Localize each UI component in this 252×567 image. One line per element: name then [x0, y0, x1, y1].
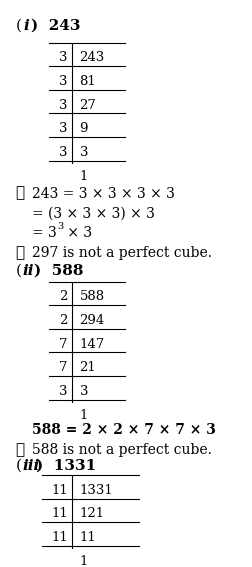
Text: ∴: ∴ — [16, 187, 25, 201]
Text: = (3 × 3 × 3) × 3: = (3 × 3 × 3) × 3 — [32, 206, 154, 221]
Text: 588 = 2 × 2 × 7 × 7 × 3: 588 = 2 × 2 × 7 × 7 × 3 — [32, 424, 215, 437]
Text: 21: 21 — [79, 361, 96, 374]
Text: 588 is not a perfect cube.: 588 is not a perfect cube. — [32, 443, 211, 457]
Text: (: ( — [16, 264, 21, 278]
Text: 243 = 3 × 3 × 3 × 3: 243 = 3 × 3 × 3 × 3 — [32, 187, 174, 201]
Text: 243: 243 — [79, 52, 104, 65]
Text: 1331: 1331 — [79, 484, 113, 497]
Text: 2: 2 — [59, 290, 68, 303]
Text: 3: 3 — [57, 222, 63, 231]
Text: 2: 2 — [59, 314, 68, 327]
Text: 3: 3 — [59, 385, 68, 398]
Text: ii: ii — [23, 264, 34, 278]
Text: 3: 3 — [79, 385, 88, 398]
Text: 3: 3 — [59, 75, 68, 88]
Text: 1: 1 — [79, 170, 88, 183]
Text: )  243: ) 243 — [31, 19, 80, 33]
Text: = 3: = 3 — [32, 226, 57, 240]
Text: i: i — [24, 19, 29, 33]
Text: × 3: × 3 — [62, 226, 91, 240]
Text: 297 is not a perfect cube.: 297 is not a perfect cube. — [32, 247, 211, 260]
Text: 7: 7 — [59, 361, 68, 374]
Text: 147: 147 — [79, 338, 104, 351]
Text: )  588: ) 588 — [34, 264, 83, 278]
Text: 1: 1 — [79, 409, 88, 422]
Text: )  1331: ) 1331 — [36, 459, 96, 472]
Text: 121: 121 — [79, 507, 104, 521]
Text: 3: 3 — [59, 99, 68, 112]
Text: 11: 11 — [51, 484, 68, 497]
Text: 11: 11 — [51, 531, 68, 544]
Text: iii: iii — [23, 459, 40, 472]
Text: 3: 3 — [79, 146, 88, 159]
Text: 588: 588 — [79, 290, 104, 303]
Text: (: ( — [16, 19, 21, 33]
Text: 27: 27 — [79, 99, 96, 112]
Text: ∴: ∴ — [16, 247, 25, 260]
Text: 3: 3 — [59, 52, 68, 65]
Text: 294: 294 — [79, 314, 104, 327]
Text: 3: 3 — [59, 122, 68, 136]
Text: 9: 9 — [79, 122, 88, 136]
Text: 3: 3 — [59, 146, 68, 159]
Text: 1: 1 — [79, 555, 88, 567]
Text: (: ( — [16, 459, 21, 472]
Text: ∴: ∴ — [16, 443, 25, 457]
Text: 81: 81 — [79, 75, 96, 88]
Text: 11: 11 — [51, 507, 68, 521]
Text: 7: 7 — [59, 338, 68, 351]
Text: 11: 11 — [79, 531, 96, 544]
